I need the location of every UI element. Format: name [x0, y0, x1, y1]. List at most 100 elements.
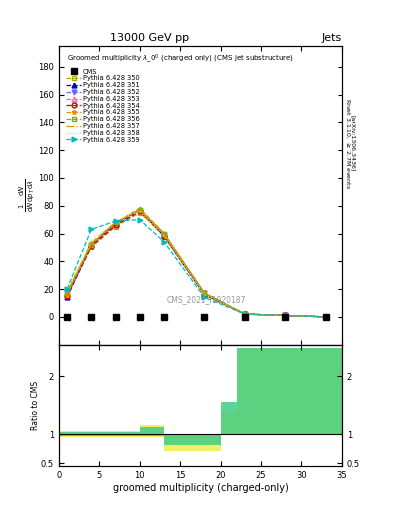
Pythia 6.428 355 — [89, 240, 94, 246]
Pythia 6.428 351 — [89, 242, 94, 248]
Pythia 6.428 354 — [323, 314, 328, 320]
Pythia 6.428 357 — [113, 219, 118, 225]
Pythia 6.428 357 — [202, 290, 207, 296]
Line: Pythia 6.428 354: Pythia 6.428 354 — [64, 209, 328, 319]
Pythia 6.428 354 — [242, 311, 247, 317]
Pythia 6.428 359 — [323, 314, 328, 320]
Pythia 6.428 357 — [65, 289, 70, 295]
Y-axis label: $\frac{1}{\mathrm{d}N}\frac{\mathrm{d}N}{\mathrm{d}p_T\,\mathrm{d}\lambda}$: $\frac{1}{\mathrm{d}N}\frac{\mathrm{d}N}… — [17, 178, 37, 212]
Pythia 6.428 352 — [89, 243, 94, 249]
Pythia 6.428 351 — [113, 221, 118, 227]
Pythia 6.428 356 — [113, 219, 118, 225]
Pythia 6.428 359 — [113, 218, 118, 224]
Pythia 6.428 355 — [323, 314, 328, 320]
Pythia 6.428 359 — [242, 311, 247, 317]
Pythia 6.428 356 — [202, 290, 207, 296]
Pythia 6.428 356 — [283, 312, 288, 318]
Pythia 6.428 356 — [65, 290, 70, 296]
Pythia 6.428 356 — [138, 207, 142, 213]
Pythia 6.428 353 — [242, 311, 247, 317]
Text: Jets: Jets — [321, 33, 342, 44]
Pythia 6.428 354 — [65, 293, 70, 299]
CMS — [89, 314, 94, 320]
Pythia 6.428 359 — [283, 312, 288, 318]
Line: Pythia 6.428 357: Pythia 6.428 357 — [67, 210, 326, 317]
Pythia 6.428 353 — [202, 290, 207, 296]
Pythia 6.428 350 — [89, 244, 94, 250]
Pythia 6.428 350 — [242, 311, 247, 317]
Pythia 6.428 352 — [138, 208, 142, 215]
Pythia 6.428 357 — [162, 232, 166, 238]
Pythia 6.428 352 — [283, 312, 288, 318]
Pythia 6.428 358 — [202, 291, 207, 297]
Pythia 6.428 354 — [89, 243, 94, 249]
Pythia 6.428 353 — [138, 205, 142, 211]
Pythia 6.428 351 — [202, 291, 207, 297]
Pythia 6.428 355 — [202, 290, 207, 296]
Pythia 6.428 358 — [138, 208, 142, 215]
Pythia 6.428 354 — [283, 312, 288, 318]
Pythia 6.428 359 — [162, 239, 166, 245]
Text: Rivet 3.1.10, $\geq$ 2.7M events: Rivet 3.1.10, $\geq$ 2.7M events — [344, 98, 351, 189]
Line: Pythia 6.428 355: Pythia 6.428 355 — [64, 206, 328, 319]
Line: Pythia 6.428 350: Pythia 6.428 350 — [64, 210, 328, 319]
CMS — [113, 314, 118, 320]
Line: Pythia 6.428 358: Pythia 6.428 358 — [67, 211, 326, 317]
Text: CMS_2021_I1920187: CMS_2021_I1920187 — [166, 295, 246, 304]
Pythia 6.428 358 — [89, 239, 94, 245]
Pythia 6.428 354 — [162, 233, 166, 240]
Pythia 6.428 356 — [242, 311, 247, 317]
Pythia 6.428 352 — [323, 314, 328, 320]
Pythia 6.428 357 — [138, 207, 142, 213]
Pythia 6.428 358 — [242, 311, 247, 317]
Pythia 6.428 352 — [65, 293, 70, 299]
Pythia 6.428 357 — [242, 311, 247, 317]
Pythia 6.428 353 — [323, 314, 328, 320]
Pythia 6.428 350 — [65, 293, 70, 299]
Line: Pythia 6.428 356: Pythia 6.428 356 — [64, 207, 328, 319]
Pythia 6.428 357 — [283, 312, 288, 318]
Pythia 6.428 355 — [242, 311, 247, 317]
Pythia 6.428 351 — [283, 312, 288, 318]
Line: CMS: CMS — [64, 313, 329, 321]
Pythia 6.428 358 — [113, 218, 118, 224]
Pythia 6.428 358 — [283, 312, 288, 318]
Pythia 6.428 356 — [323, 314, 328, 320]
Text: Groomed multiplicity $\lambda\_0^0$ (charged only) (CMS jet substructure): Groomed multiplicity $\lambda\_0^0$ (cha… — [68, 52, 294, 65]
Pythia 6.428 352 — [242, 311, 247, 317]
Pythia 6.428 355 — [283, 312, 288, 318]
Pythia 6.428 351 — [138, 207, 142, 213]
Pythia 6.428 351 — [162, 233, 166, 240]
Pythia 6.428 354 — [202, 291, 207, 297]
Pythia 6.428 354 — [113, 222, 118, 228]
X-axis label: groomed multiplicity (charged-only): groomed multiplicity (charged-only) — [112, 482, 288, 493]
Pythia 6.428 358 — [162, 233, 166, 240]
Pythia 6.428 353 — [162, 230, 166, 237]
Pythia 6.428 351 — [323, 314, 328, 320]
CMS — [242, 314, 247, 320]
Pythia 6.428 351 — [65, 294, 70, 301]
Pythia 6.428 359 — [138, 217, 142, 223]
Pythia 6.428 354 — [138, 208, 142, 215]
Pythia 6.428 358 — [323, 314, 328, 320]
Pythia 6.428 352 — [113, 222, 118, 228]
CMS — [323, 314, 328, 320]
Pythia 6.428 350 — [138, 209, 142, 216]
Pythia 6.428 359 — [65, 286, 70, 292]
Pythia 6.428 352 — [202, 290, 207, 296]
Line: Pythia 6.428 353: Pythia 6.428 353 — [64, 206, 328, 319]
Pythia 6.428 356 — [89, 242, 94, 248]
Pythia 6.428 355 — [162, 230, 166, 237]
Pythia 6.428 353 — [283, 312, 288, 318]
Pythia 6.428 359 — [202, 294, 207, 301]
Pythia 6.428 358 — [65, 287, 70, 293]
Pythia 6.428 350 — [113, 224, 118, 230]
Pythia 6.428 350 — [162, 230, 166, 237]
Pythia 6.428 355 — [113, 219, 118, 225]
Line: Pythia 6.428 359: Pythia 6.428 359 — [64, 217, 328, 319]
Pythia 6.428 353 — [89, 242, 94, 248]
Line: Pythia 6.428 351: Pythia 6.428 351 — [64, 207, 328, 319]
Pythia 6.428 350 — [283, 312, 288, 318]
Line: Pythia 6.428 352: Pythia 6.428 352 — [64, 209, 328, 319]
Pythia 6.428 353 — [65, 291, 70, 297]
